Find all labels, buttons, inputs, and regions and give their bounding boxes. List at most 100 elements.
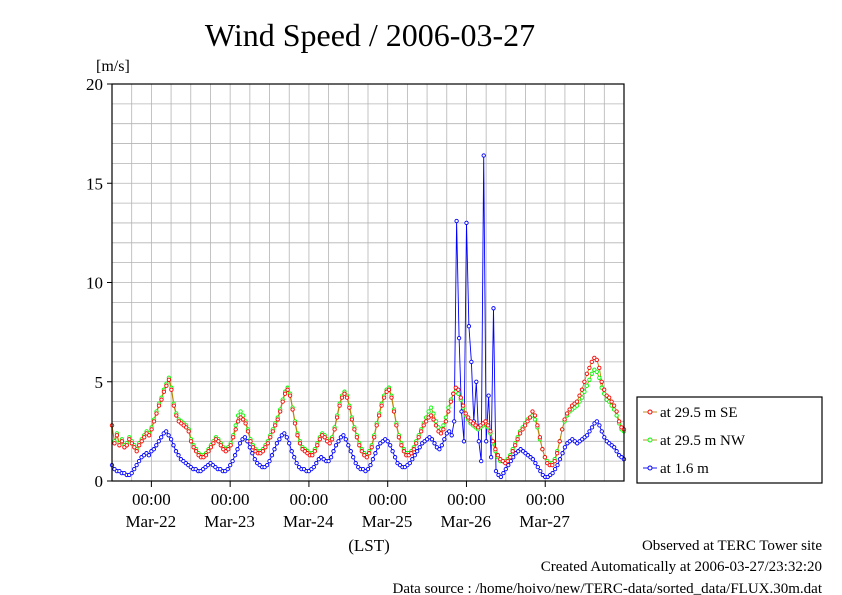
y-tick-label: 15 — [86, 174, 103, 193]
series-point — [416, 435, 421, 440]
series-point — [287, 441, 292, 446]
series-point — [328, 455, 334, 460]
series-point — [527, 415, 533, 420]
series-point — [461, 403, 466, 408]
series-point — [584, 433, 590, 438]
series-point — [191, 445, 196, 450]
series-point — [129, 441, 134, 446]
series-point — [353, 460, 358, 466]
x-tick-label: 00:00 — [290, 490, 329, 509]
series-point — [156, 439, 161, 444]
series-point — [469, 359, 474, 365]
series-point — [594, 369, 599, 374]
series-point — [483, 419, 488, 424]
series-point — [327, 441, 332, 446]
series-point — [237, 441, 243, 446]
series-point — [409, 451, 414, 456]
series-point — [589, 359, 594, 365]
series-point — [540, 447, 545, 452]
series-point — [357, 443, 362, 448]
series-point — [484, 439, 489, 444]
series-point — [614, 449, 619, 454]
series-point — [442, 437, 447, 442]
series-point — [411, 447, 416, 452]
series-point — [312, 449, 317, 454]
series-point — [389, 395, 394, 400]
series-point — [331, 449, 336, 454]
series-point — [388, 443, 393, 448]
footer-source: Data source : /home/hoivo/new/TERC-data/… — [393, 581, 823, 595]
series-point — [159, 397, 164, 402]
series-point — [412, 453, 417, 458]
legend-box — [636, 396, 823, 484]
x-tick-label: 00:00 — [132, 490, 171, 509]
series-point — [611, 403, 617, 408]
series-point — [373, 451, 378, 456]
series-point — [562, 417, 567, 422]
series-point — [532, 413, 538, 418]
series-point — [582, 379, 587, 384]
series-point — [336, 439, 341, 444]
series-point — [287, 393, 293, 398]
series-point — [386, 387, 392, 392]
series-point — [124, 443, 129, 448]
series-point — [476, 439, 481, 444]
series-point — [154, 443, 159, 448]
series-point — [443, 415, 449, 420]
series-point — [375, 445, 380, 450]
series-point — [151, 447, 156, 452]
series-point — [616, 419, 622, 424]
series-point — [341, 433, 346, 438]
series-point — [218, 443, 223, 448]
series-point — [506, 462, 511, 468]
series-point — [166, 433, 171, 438]
series-point — [231, 435, 236, 440]
x-tick-label: 00:00 — [526, 490, 565, 509]
series-point — [505, 458, 510, 464]
series-point — [354, 435, 360, 440]
series-point — [510, 449, 515, 454]
series-point — [428, 413, 434, 418]
x-date-label: Mar-23 — [204, 512, 255, 531]
series-point — [238, 409, 243, 414]
series-point — [599, 429, 604, 434]
series-point — [597, 365, 602, 371]
series-point — [117, 443, 122, 448]
series-point — [272, 447, 277, 452]
series-point — [607, 395, 612, 400]
series-point — [322, 435, 327, 440]
series-point — [263, 445, 268, 450]
series-point — [370, 457, 376, 462]
series-point — [230, 458, 235, 464]
series-point — [232, 453, 238, 458]
series-point — [391, 409, 397, 414]
series-point — [614, 409, 619, 414]
footer-created: Created Automatically at 2006-03-27/23:3… — [541, 559, 822, 575]
series-point — [513, 443, 518, 448]
series-point — [132, 466, 137, 472]
series-point — [557, 457, 563, 462]
series-point — [584, 383, 590, 388]
series-point — [188, 439, 194, 444]
series-point — [186, 429, 191, 434]
x-ticks: 00:00 00:00 00:00 00:00 00:00 00:00 Mar-22 Mar-… — [125, 481, 570, 531]
series-point — [151, 419, 157, 424]
series-point — [265, 441, 270, 446]
series-point — [448, 399, 454, 404]
series-point — [337, 403, 342, 408]
series-point — [127, 437, 132, 442]
series-point — [240, 417, 246, 422]
series-point — [535, 423, 540, 428]
series-point — [376, 413, 382, 418]
series-point — [233, 427, 238, 432]
series-point — [226, 447, 231, 452]
series-point — [390, 449, 395, 454]
series-point — [269, 453, 275, 458]
series-point — [329, 437, 335, 442]
series-point — [346, 443, 351, 448]
series-point — [208, 445, 214, 450]
series-point — [169, 387, 174, 392]
series-point — [429, 437, 435, 442]
series-point — [343, 437, 348, 442]
